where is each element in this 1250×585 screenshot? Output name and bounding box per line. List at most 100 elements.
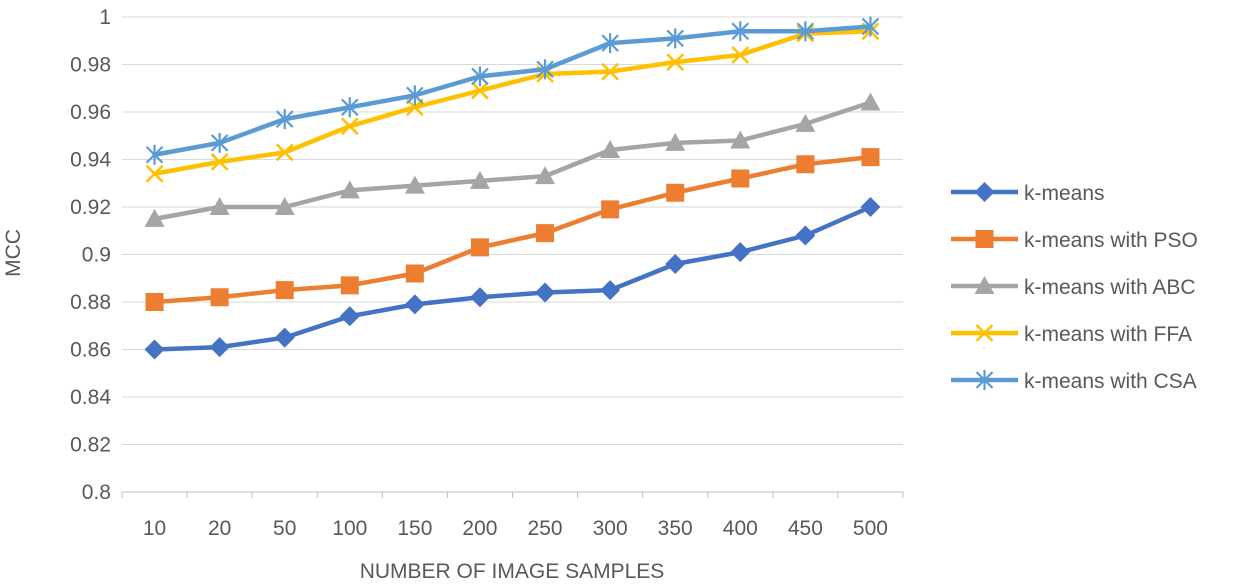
legend-label: k-means with ABC	[1024, 276, 1196, 299]
data-point	[471, 81, 489, 100]
data-point	[144, 339, 165, 360]
data-point	[535, 282, 556, 303]
data-point	[600, 140, 621, 158]
series-line	[152, 204, 873, 352]
series-k-means-with-pso	[145, 148, 880, 311]
data-point	[600, 280, 621, 301]
x-tick-label: 150	[397, 517, 432, 540]
y-tick-label: 0.96	[70, 101, 111, 124]
y-tick-label: 0.86	[70, 339, 111, 362]
x-tick-label: 10	[143, 517, 166, 540]
series-group	[144, 16, 881, 360]
x-axis: 10 20 50 100 150 200 250 300 350 400 450 500	[121, 492, 904, 540]
series-k-means-with-ffa	[145, 22, 880, 183]
data-point	[144, 208, 165, 227]
data-point	[471, 66, 489, 87]
data-point	[469, 287, 490, 308]
data-point	[404, 175, 425, 194]
data-point	[795, 225, 816, 246]
data-point	[731, 169, 750, 188]
data-point	[601, 33, 619, 54]
data-point	[536, 59, 554, 80]
data-point	[601, 62, 620, 81]
y-tick-label: 0.9	[82, 244, 111, 267]
data-point	[145, 164, 164, 183]
data-point	[665, 132, 686, 151]
data-point	[536, 224, 555, 243]
y-tick-label: 0.82	[70, 434, 111, 457]
y-tick-label: 0.8	[82, 481, 111, 504]
data-point	[666, 53, 685, 72]
y-tick-label: 0.84	[70, 386, 111, 409]
y-tick-label: 0.88	[70, 291, 111, 314]
data-point	[339, 306, 360, 327]
y-tick-label: 0.94	[70, 149, 111, 172]
data-point	[210, 288, 229, 307]
legend-item: k-means with PSO	[951, 229, 1198, 252]
x-tick-label: 500	[853, 517, 888, 540]
x-tick-label: 400	[723, 517, 758, 540]
series-k-means-with-csa	[145, 16, 880, 165]
data-point	[274, 327, 295, 348]
series-line	[152, 154, 873, 305]
data-point	[861, 148, 880, 167]
series-line	[152, 100, 873, 222]
y-tick-label: 0.92	[70, 196, 111, 219]
x-tick-label: 300	[593, 517, 628, 540]
legend-item: k-means	[951, 182, 1105, 205]
y-tick-label: 0.98	[70, 54, 111, 77]
x-tick-label: 20	[208, 517, 231, 540]
legend-label: k-means with CSA	[1024, 370, 1197, 393]
data-point	[145, 144, 164, 165]
data-point	[731, 46, 750, 64]
data-point	[860, 197, 881, 217]
legend-marker	[975, 324, 994, 342]
data-point	[406, 85, 424, 106]
data-point	[796, 21, 815, 42]
x-tick-label: 250	[528, 517, 563, 540]
legend-item: k-means with ABC	[951, 276, 1196, 299]
data-point	[730, 130, 751, 149]
data-point	[601, 200, 620, 219]
gridlines	[122, 16, 903, 493]
legend: k-means k-means with PSO k-means with ABC k…	[951, 182, 1198, 393]
data-point	[795, 113, 816, 132]
legend-item: k-means with FFA	[951, 323, 1192, 346]
data-point	[274, 197, 295, 215]
legend-label: k-means with PSO	[1024, 229, 1198, 252]
series-k-means-with-abc	[144, 92, 881, 227]
legend-marker	[975, 230, 994, 248]
x-tick-label: 350	[658, 517, 693, 540]
data-point	[209, 197, 230, 215]
legend-item: k-means with CSA	[951, 370, 1197, 393]
series-line	[152, 29, 873, 176]
data-point	[666, 183, 685, 202]
data-point	[404, 294, 425, 315]
data-point	[731, 21, 750, 42]
data-point	[275, 109, 294, 130]
data-point	[796, 155, 815, 174]
data-point	[339, 180, 360, 199]
series-line	[152, 24, 873, 157]
legend-marker	[975, 370, 994, 390]
data-point	[469, 170, 490, 189]
data-point	[340, 117, 359, 136]
data-point	[210, 132, 229, 153]
data-point	[470, 238, 489, 257]
data-point	[275, 281, 294, 300]
x-tick-label: 100	[332, 517, 367, 540]
data-point	[535, 166, 556, 185]
y-tick-label: 1	[99, 6, 111, 29]
data-point	[210, 152, 229, 171]
data-point	[340, 276, 359, 295]
series-k-means	[144, 197, 881, 360]
x-tick-label: 50	[273, 517, 296, 540]
data-point	[209, 337, 230, 358]
y-axis-ticks: 0.8 0.82 0.84 0.86 0.88 0.9 0.92 0.94 0.96 0.98 1	[70, 6, 111, 504]
data-point	[145, 293, 164, 311]
data-point	[275, 143, 294, 162]
legend-marker	[974, 182, 995, 202]
data-point	[341, 97, 359, 118]
x-axis-title: NUMBER OF IMAGE SAMPLES	[360, 560, 665, 583]
